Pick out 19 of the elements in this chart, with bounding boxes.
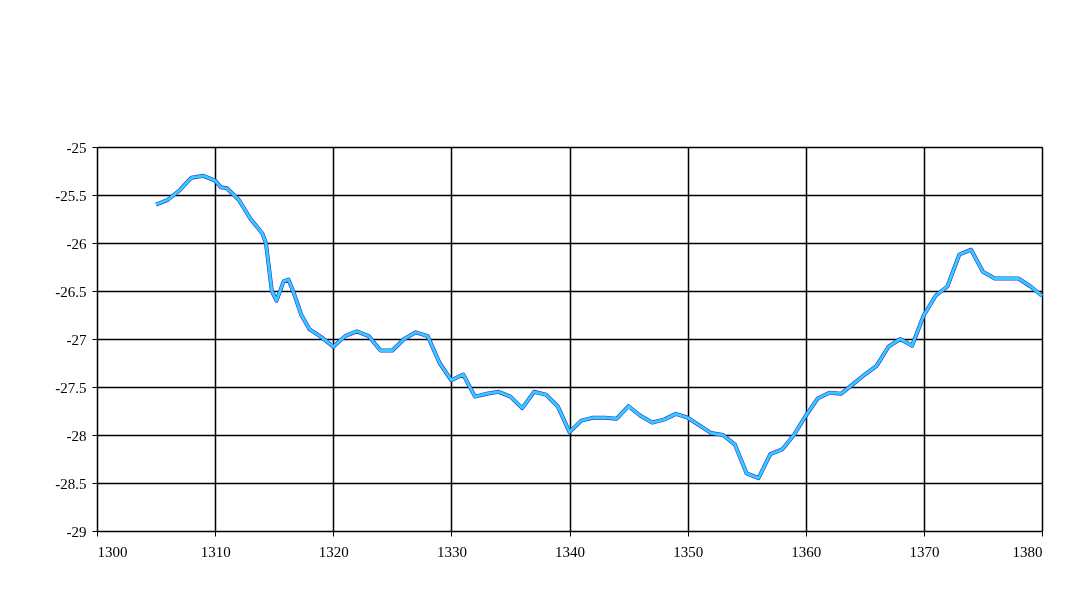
- x-tick-label: 1340: [555, 543, 585, 560]
- y-tick-label: -25.5: [55, 187, 87, 204]
- line-series: [154, 173, 1044, 481]
- y-tick-label: -25: [66, 139, 87, 156]
- x-tick-label: 1370: [909, 543, 940, 560]
- x-tick-label: 1310: [200, 543, 231, 560]
- x-tick-label: 1330: [436, 543, 467, 560]
- y-tick-label: -29: [66, 523, 87, 540]
- x-tick-label: 1380: [1012, 543, 1043, 560]
- x-tick-label: 1320: [318, 543, 349, 560]
- y-tick-label: -28: [66, 427, 87, 444]
- x-tick-label: 1360: [791, 543, 822, 560]
- x-tick-label: 1350: [673, 543, 704, 560]
- y-tick-label: -27.5: [55, 379, 87, 396]
- y-tick-label: -26.5: [55, 283, 87, 300]
- x-tick-label: 1300: [97, 543, 128, 560]
- y-tick-label: -27: [66, 331, 87, 348]
- y-tick-label: -26: [66, 235, 87, 252]
- y-tick-label: -28.5: [55, 475, 87, 492]
